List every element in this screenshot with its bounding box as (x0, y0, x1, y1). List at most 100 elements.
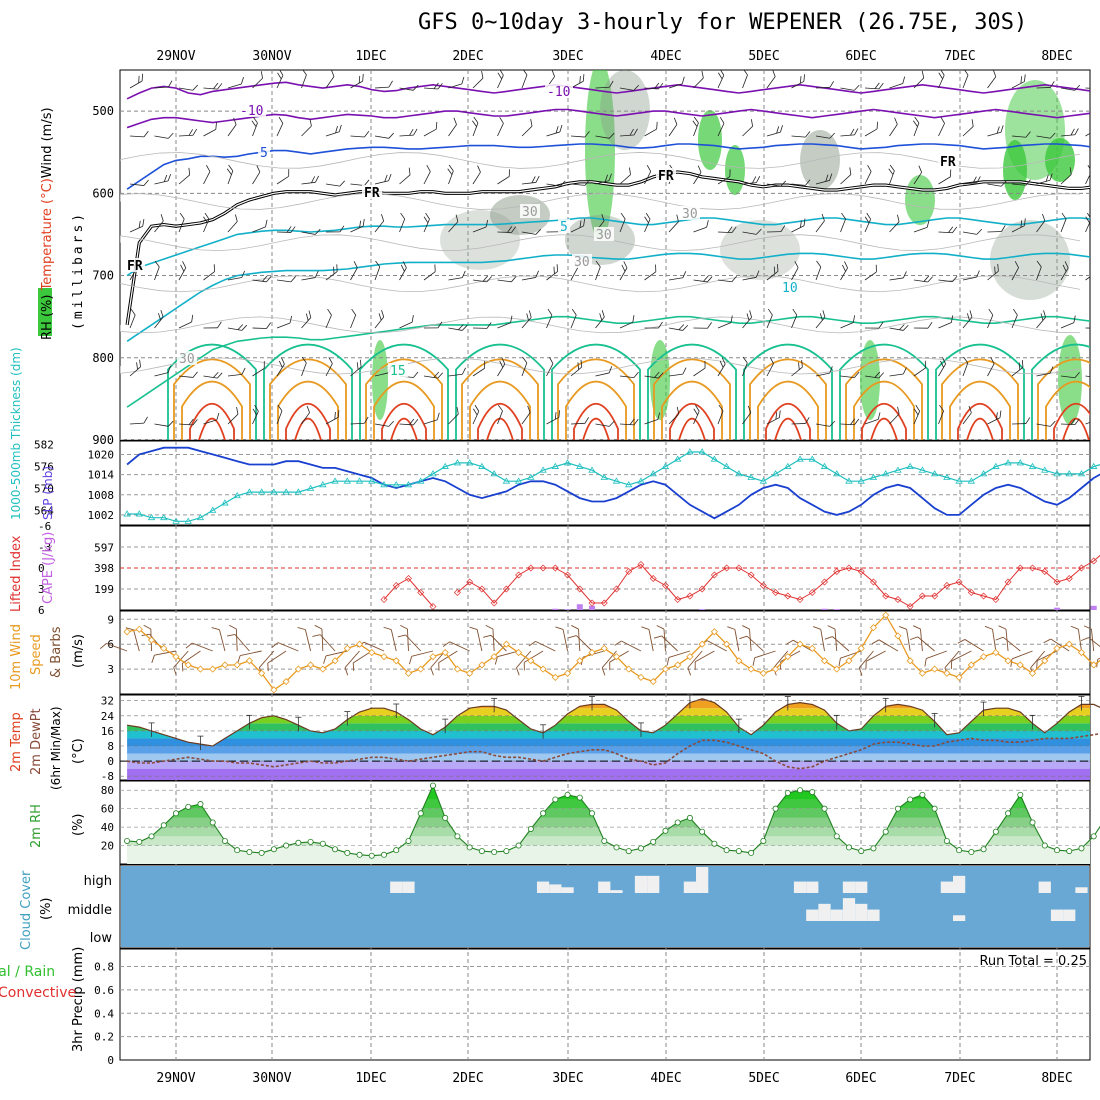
wind-barb (472, 219, 489, 233)
wind10m-barb (653, 635, 678, 652)
rh-marker (1054, 847, 1061, 854)
wind-barb (423, 165, 431, 185)
wind10m-barb (483, 634, 507, 652)
thickness-marker (637, 477, 645, 484)
wind-barb (815, 132, 836, 139)
wind-barb (840, 261, 848, 281)
wind-barb (472, 116, 479, 137)
wind-barb (252, 165, 261, 185)
wind-barb (1060, 315, 1076, 329)
thickness-marker (955, 477, 963, 484)
thickness-marker (1053, 470, 1061, 477)
wind-barb (1060, 84, 1081, 91)
thickness-marker (282, 488, 290, 495)
warm-isotherm-arch (845, 358, 923, 440)
thickness-marker (257, 488, 266, 495)
wind-barb (1060, 212, 1067, 233)
cloud-bar-high (610, 890, 623, 893)
rh-marker (882, 828, 889, 835)
pressure-tick-label: 700 (92, 269, 114, 283)
wind-barb (447, 164, 454, 185)
wind-speed-marker (674, 661, 682, 669)
cloud-bar-high (647, 875, 660, 893)
wind10m-barb (910, 636, 935, 652)
wind-speed-marker (563, 669, 572, 677)
wind10m-barb (742, 625, 752, 652)
pressure-axis-label: (millibars) (71, 211, 86, 330)
wind-barb (154, 365, 171, 377)
warm-isotherm-arch (557, 358, 635, 440)
thickness-marker (820, 462, 829, 469)
wind-barb (570, 74, 585, 89)
cloud-bar-high (598, 881, 611, 893)
temp-fill (127, 698, 1090, 780)
cloud-bar-middle (842, 898, 856, 921)
warm-isotherm-arch (485, 417, 515, 440)
warm-isotherm-arch (677, 417, 707, 440)
wind-barb (668, 406, 680, 425)
wind-barb (889, 324, 909, 331)
thickness-tick-label: 576 (34, 461, 54, 474)
temp-line (127, 698, 1100, 747)
wind-barb (325, 308, 332, 329)
li-marker (1065, 575, 1073, 582)
warm-isotherm-arch (869, 417, 899, 440)
thickness-marker (833, 470, 841, 477)
wind-speed-marker (221, 661, 229, 669)
wind-barb (864, 121, 878, 137)
wind-barb (791, 359, 803, 377)
rh-shade-region (725, 145, 745, 195)
thickness-marker (453, 459, 462, 466)
thickness-marker (759, 477, 768, 484)
wind-speed-marker (331, 657, 339, 665)
cloud-level-label: low (90, 931, 113, 946)
wind-barb (325, 124, 342, 137)
wind-barb (227, 407, 239, 425)
wind-barb (864, 321, 884, 329)
thickness-line (127, 451, 1100, 522)
thickness-marker (906, 462, 914, 469)
minmax-axis-label: (6hr Min/Max) (49, 707, 63, 791)
thickness-marker (710, 455, 719, 462)
wind-speed-marker (759, 669, 767, 677)
wind-barb (570, 218, 586, 233)
pressure-tick-label: 500 (92, 104, 114, 118)
thickness-marker (698, 448, 706, 455)
thickness-marker (1004, 459, 1012, 466)
wind-barb (203, 412, 220, 425)
thickness-marker (172, 517, 180, 524)
warm-isotherm-arch (373, 380, 435, 440)
li-marker (588, 599, 596, 607)
wind10m-barb (494, 650, 519, 665)
date-label-top: 30NOV (252, 49, 291, 64)
wind10m-barb (950, 650, 972, 669)
wind-axis-label-barbs: & Barbs (49, 626, 64, 678)
wind-barb (1011, 308, 1018, 329)
wind-barb (129, 73, 143, 89)
li-marker (600, 599, 608, 607)
li-marker (551, 564, 559, 572)
rh-marker (711, 840, 718, 847)
wind-barb (203, 321, 222, 329)
wind-barb (595, 420, 615, 427)
contour-label-bg (572, 254, 592, 268)
thickness-tick-label: 564 (34, 504, 54, 517)
wind-barb (276, 169, 290, 185)
warm-isotherm-arch (293, 417, 323, 440)
wind-barb (962, 270, 980, 281)
wind10m-barb (151, 650, 177, 663)
wind-barb (815, 213, 825, 233)
wind-barb (987, 263, 999, 281)
cloud-bar-high (549, 884, 562, 893)
contour-label: 5 (560, 220, 568, 235)
wind-barb (301, 270, 319, 281)
cloud-axis-units: (%) (39, 898, 54, 921)
wind-barb (864, 82, 884, 90)
warm-isotherm-arch (965, 417, 995, 440)
thickness-marker (649, 470, 657, 477)
rh-marker (258, 849, 265, 856)
wind-barb (938, 404, 944, 425)
warm-isotherm-arch (773, 417, 803, 440)
wind-barb (227, 214, 238, 233)
wind-barb (766, 410, 781, 425)
